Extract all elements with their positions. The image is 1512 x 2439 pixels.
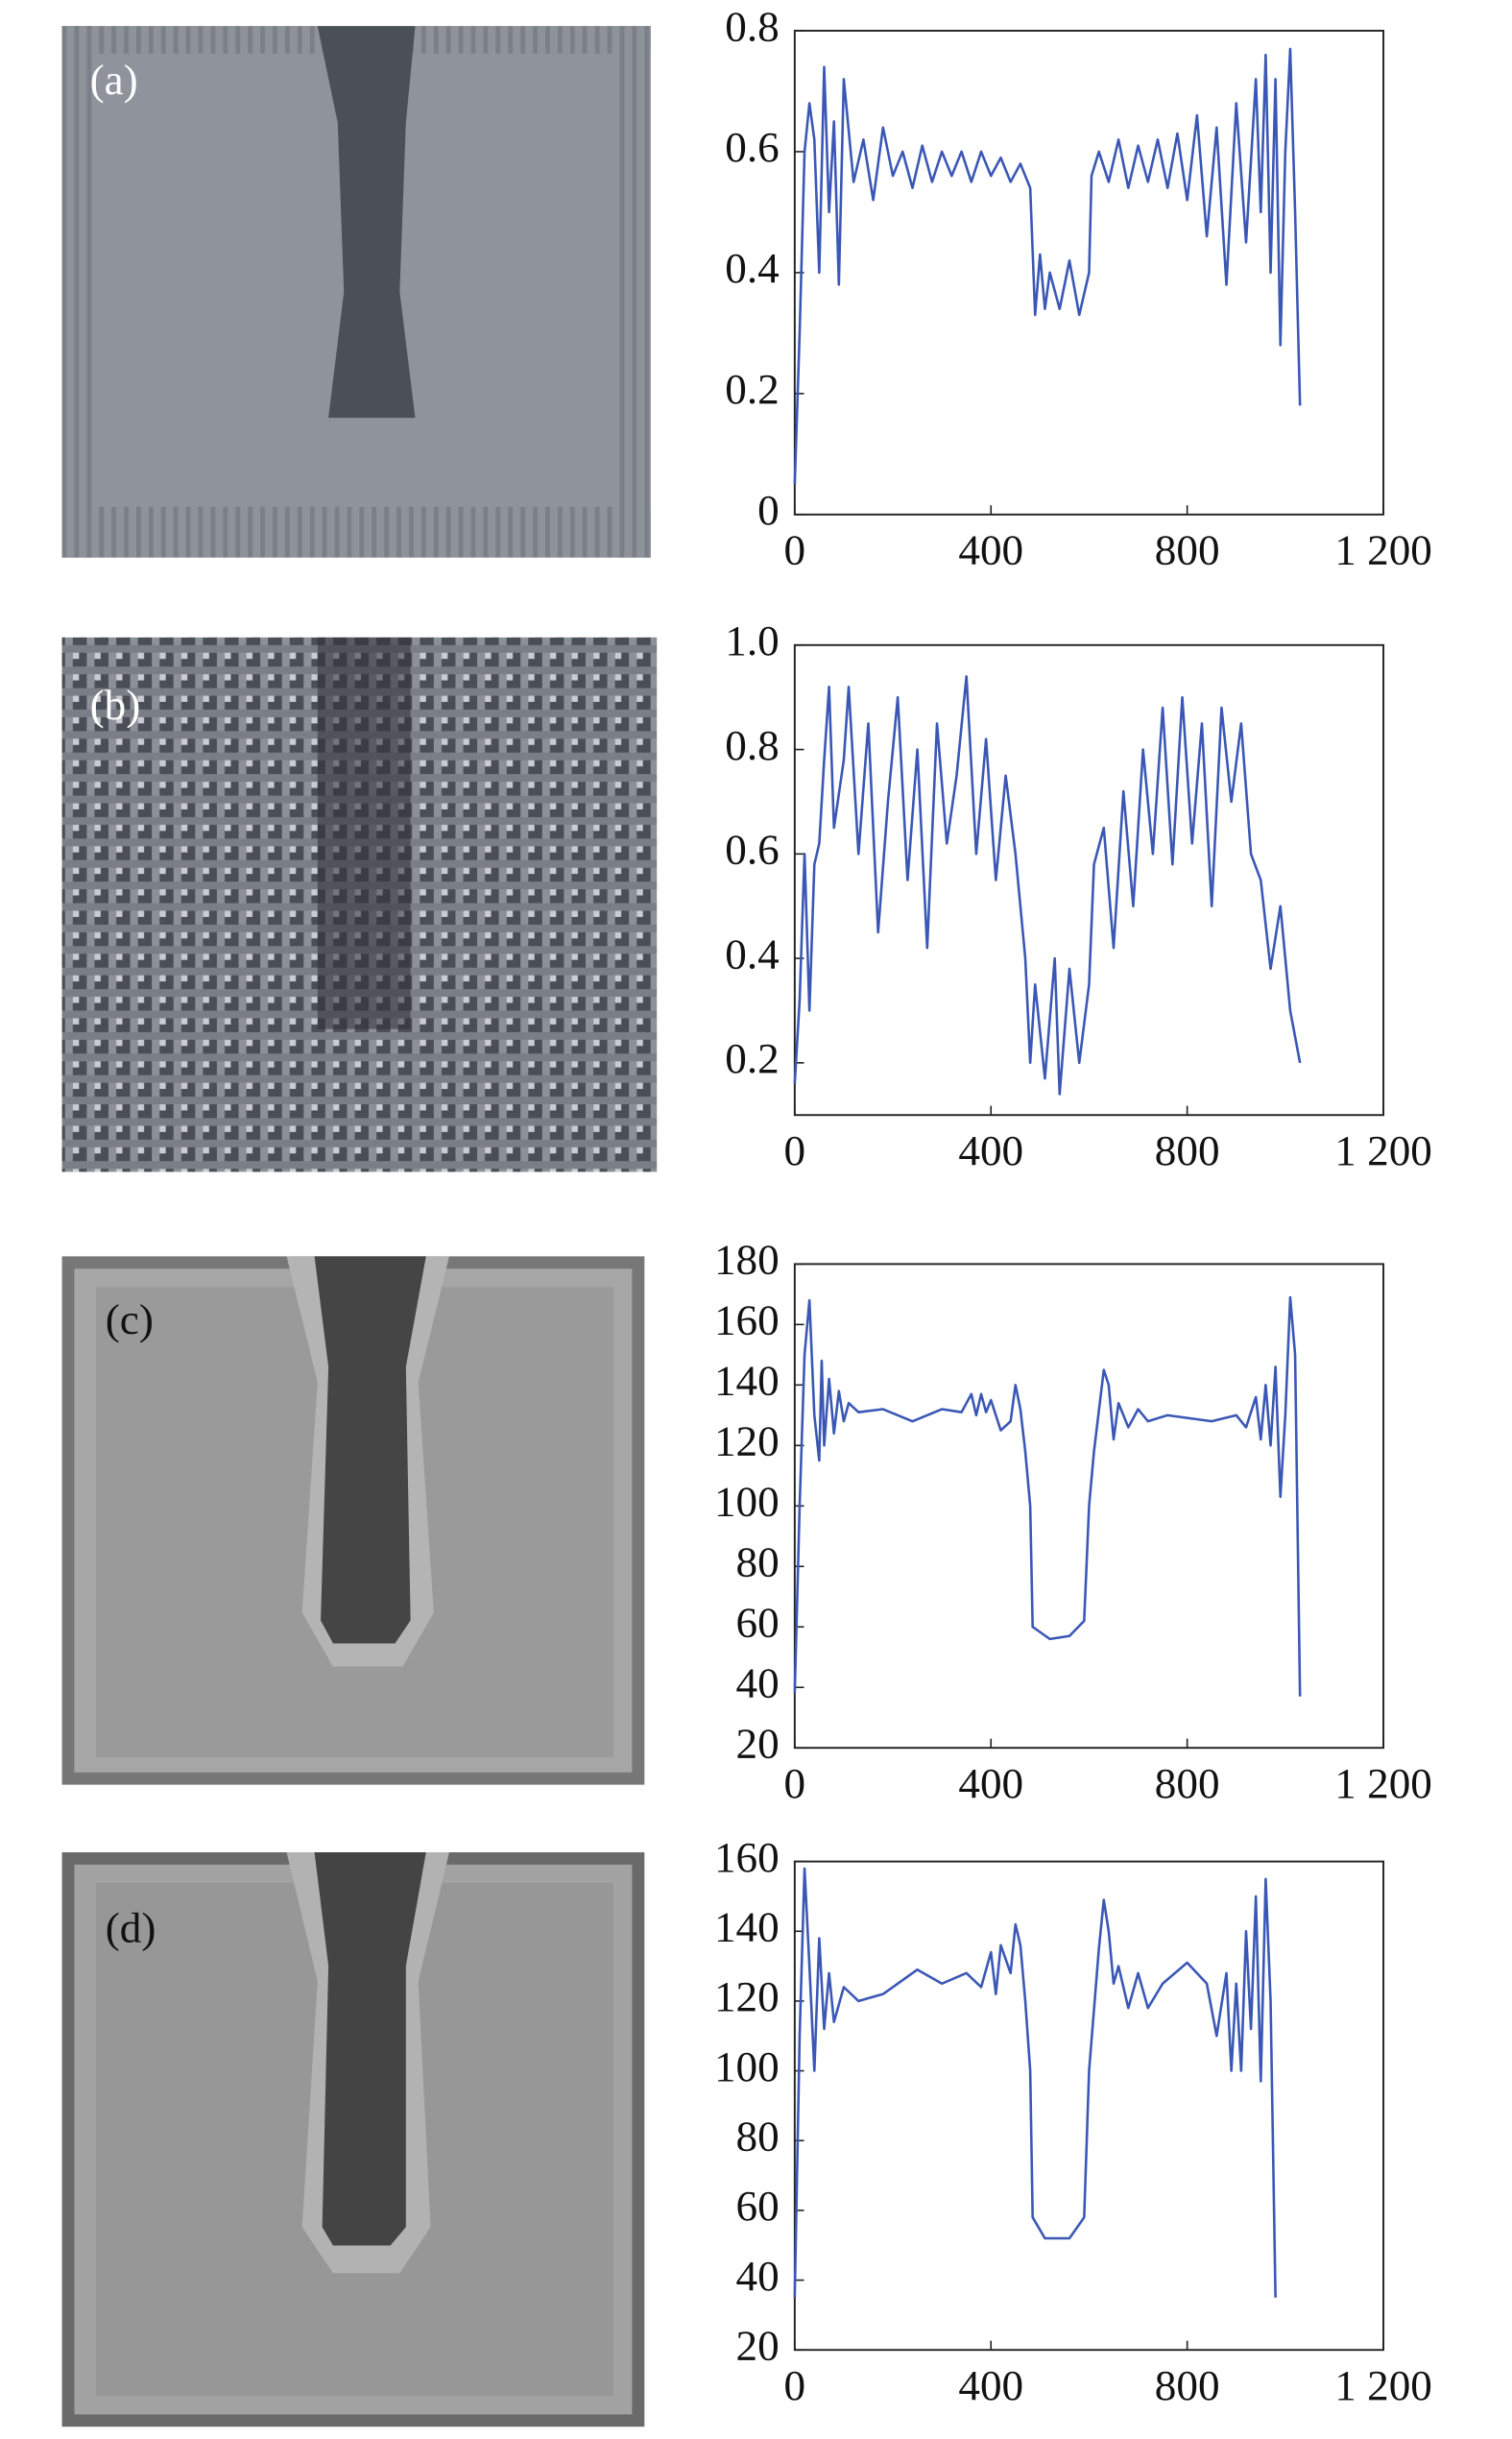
panel-label: (a) — [90, 56, 138, 104]
y-tick-label: 0.6 — [725, 123, 779, 171]
y-tick-label: 120 — [714, 1972, 780, 2020]
x-tick-label: 1 200 — [1334, 1759, 1432, 1807]
y-tick-label: 60 — [736, 1599, 780, 1647]
y-tick-label: 160 — [714, 1833, 780, 1881]
y-tick-label: 0.2 — [725, 365, 779, 413]
plot-frame — [793, 1860, 1385, 2352]
x-tick-label: 800 — [1155, 526, 1220, 574]
y-tick-label: 0.4 — [725, 244, 779, 292]
image-shape — [317, 637, 411, 1029]
x-tick-label: 1 200 — [1334, 526, 1432, 574]
y-tick-label: 0.4 — [725, 930, 779, 978]
x-tick-label: 400 — [958, 2361, 1023, 2409]
panel-label: (c) — [106, 1295, 154, 1343]
image-b: (b) — [61, 637, 658, 1172]
y-tick-label: 20 — [736, 2322, 780, 2370]
panel-label: (d) — [106, 1904, 156, 1952]
plot-frame — [793, 643, 1385, 1117]
image-edge — [61, 26, 93, 558]
image-shape — [314, 1851, 426, 2246]
x-tick-label: 400 — [958, 1759, 1023, 1807]
y-tick-label: 160 — [714, 1296, 780, 1344]
data-line — [793, 47, 1302, 485]
y-tick-label: 0.8 — [725, 721, 779, 769]
data-line — [793, 675, 1302, 1096]
x-tick-label: 1 200 — [1334, 2361, 1432, 2409]
x-tick-label: 400 — [958, 1126, 1023, 1174]
y-tick-label: 100 — [714, 1478, 780, 1526]
x-tick-label: 800 — [1155, 2361, 1220, 2409]
y-tick-label: 140 — [714, 1903, 780, 1951]
y-tick-label: 80 — [736, 2113, 780, 2161]
x-tick-label: 0 — [784, 1759, 806, 1807]
x-tick-label: 0 — [784, 526, 806, 574]
x-tick-label: 0 — [784, 2361, 806, 2409]
y-tick-label: 0.2 — [725, 1034, 779, 1082]
y-tick-label: 40 — [736, 2252, 780, 2300]
y-tick-label: 40 — [736, 1659, 780, 1707]
data-line — [793, 1295, 1302, 1697]
y-tick-label: 180 — [714, 1236, 780, 1284]
y-tick-label: 1.0 — [725, 616, 779, 664]
y-tick-label: 120 — [714, 1417, 780, 1465]
y-tick-label: 0.8 — [725, 2, 779, 50]
y-tick-label: 140 — [714, 1357, 780, 1405]
image-d: (d) — [61, 1851, 645, 2427]
x-tick-label: 800 — [1155, 1759, 1220, 1807]
image-edge — [61, 506, 651, 558]
y-tick-label: 100 — [714, 2042, 780, 2090]
y-tick-label: 80 — [736, 1538, 780, 1586]
data-line — [793, 1867, 1277, 2298]
image-edge — [616, 26, 651, 558]
image-a: (a) — [61, 26, 651, 558]
y-tick-label: 60 — [736, 2182, 780, 2230]
x-tick-label: 0 — [784, 1126, 806, 1174]
y-tick-label: 20 — [736, 1720, 780, 1768]
x-tick-label: 800 — [1155, 1126, 1220, 1174]
image-shape — [314, 1256, 426, 1644]
x-tick-label: 400 — [958, 526, 1023, 574]
image-shape — [317, 26, 416, 419]
image-c: (c) — [61, 1256, 645, 1785]
panel-label: (b) — [90, 681, 141, 729]
y-tick-label: 0 — [757, 486, 780, 534]
y-tick-label: 0.6 — [725, 826, 779, 874]
x-tick-label: 1 200 — [1334, 1126, 1432, 1174]
